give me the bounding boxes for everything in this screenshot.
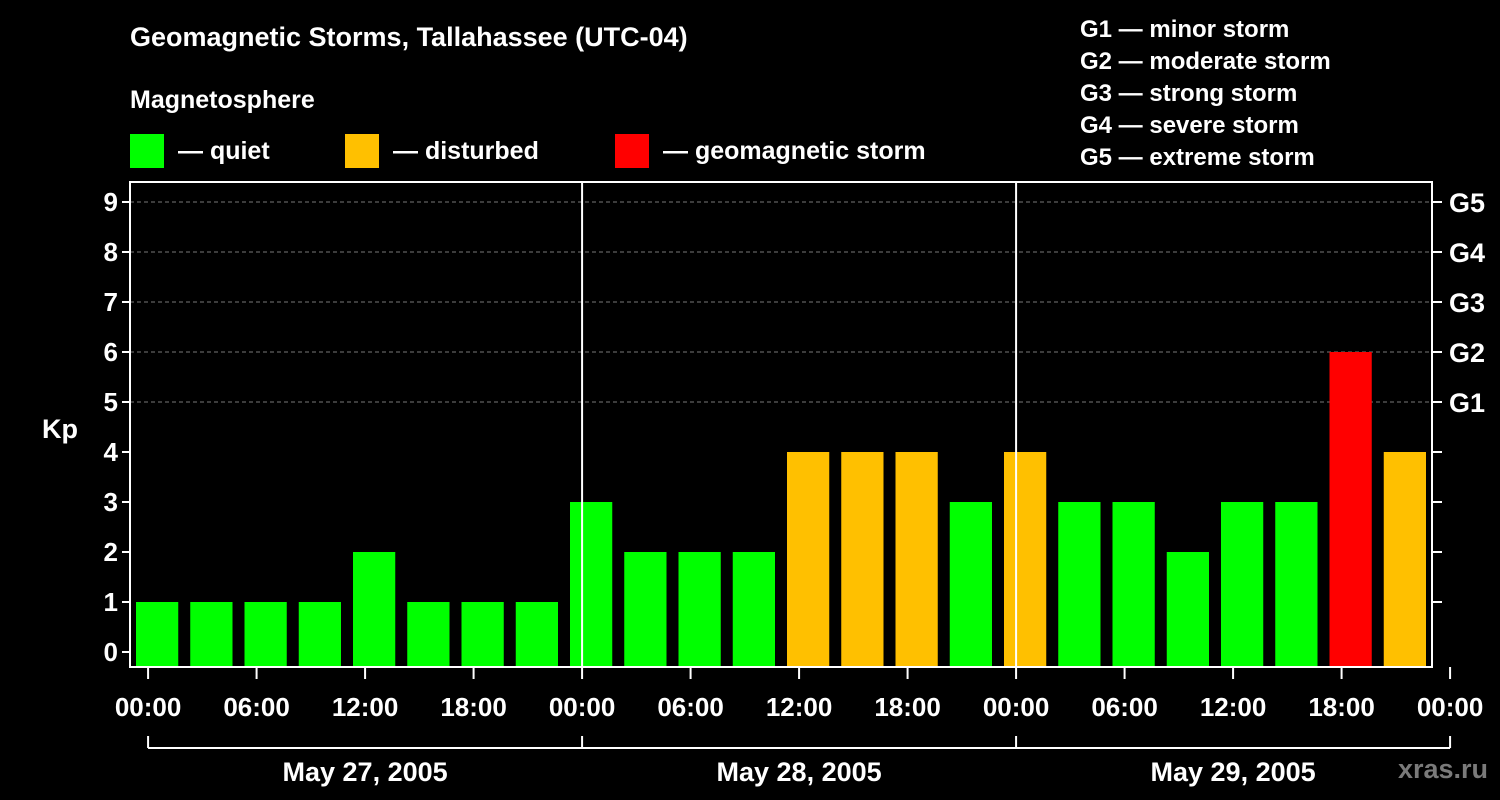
y-tick-label-8: 8 [104, 237, 118, 267]
y-tick-label-6: 6 [104, 337, 118, 367]
storm-level-g1: G1 — minor storm [1080, 16, 1290, 43]
y-tick-label-4: 4 [104, 437, 119, 467]
bar-12 [787, 452, 830, 667]
bar-4 [353, 552, 396, 667]
legend-item-storm: — geomagnetic storm [615, 134, 926, 168]
date-label-0: May 27, 2005 [283, 757, 448, 787]
x-tick-label-7: 18:00 [874, 692, 941, 722]
y-tick-label-0: 0 [104, 637, 118, 667]
x-tick-label-8: 00:00 [983, 692, 1050, 722]
y-tick-label-9: 9 [104, 187, 118, 217]
x-tick-label-3: 18:00 [440, 692, 507, 722]
bar-16 [1004, 452, 1047, 667]
bar-1 [190, 602, 233, 667]
legend-label-storm: — geomagnetic storm [663, 136, 926, 165]
legend-item-quiet: — quiet [130, 134, 270, 168]
x-tick-label-4: 00:00 [549, 692, 616, 722]
bar-18 [1112, 502, 1155, 667]
right-axis-label-g4: G4 [1449, 238, 1485, 268]
chart-subtitle: Magnetosphere [130, 86, 315, 114]
bar-20 [1221, 502, 1264, 667]
plot-frame [129, 181, 1433, 668]
bar-2 [244, 602, 287, 667]
x-tick-label-5: 06:00 [657, 692, 724, 722]
date-label-1: May 28, 2005 [717, 757, 882, 787]
storm-level-g5: G5 — extreme storm [1080, 144, 1315, 171]
right-axis-label-g1: G1 [1449, 388, 1485, 418]
bar-10 [678, 552, 721, 667]
storm-level-g4: G4 — severe storm [1080, 112, 1299, 139]
legend-label-quiet: — quiet [178, 136, 270, 165]
bar-13 [841, 452, 884, 667]
x-tick-label-11: 18:00 [1308, 692, 1375, 722]
date-label-2: May 29, 2005 [1151, 757, 1316, 787]
bar-5 [407, 602, 450, 667]
x-tick-label-12: 00:00 [1417, 692, 1484, 722]
storm-level-legend: G1 — minor storm G2 — moderate storm G3 … [1080, 14, 1331, 174]
x-tick-label-2: 12:00 [332, 692, 399, 722]
bar-17 [1058, 502, 1101, 667]
bar-11 [732, 552, 775, 667]
y-tick-label-3: 3 [104, 487, 118, 517]
bar-14 [895, 452, 938, 667]
x-tick-label-1: 06:00 [223, 692, 290, 722]
legend-label-disturbed: — disturbed [393, 136, 539, 165]
right-axis-label-g5: G5 [1449, 188, 1485, 218]
storm-level-g2: G2 — moderate storm [1080, 48, 1331, 75]
bar-22 [1329, 352, 1372, 667]
y-tick-label-2: 2 [104, 537, 118, 567]
bar-19 [1166, 552, 1209, 667]
y-axis-label: Kp [42, 414, 78, 444]
x-tick-label-6: 12:00 [766, 692, 833, 722]
legend-swatch-storm [615, 134, 649, 168]
bar-6 [461, 602, 504, 667]
y-tick-label-1: 1 [104, 587, 118, 617]
x-tick-label-0: 00:00 [115, 692, 182, 722]
legend-item-disturbed: — disturbed [345, 134, 539, 168]
right-axis-label-g3: G3 [1449, 288, 1485, 318]
y-tick-label-7: 7 [104, 287, 118, 317]
x-tick-label-10: 12:00 [1200, 692, 1267, 722]
bar-3 [298, 602, 341, 667]
bar-15 [949, 502, 992, 667]
bar-9 [624, 552, 667, 667]
bar-23 [1383, 452, 1426, 667]
chart-title: Geomagnetic Storms, Tallahassee (UTC-04) [130, 22, 688, 52]
legend-swatch-disturbed [345, 134, 379, 168]
bar-21 [1275, 502, 1318, 667]
x-tick-label-9: 06:00 [1091, 692, 1158, 722]
bar-8 [570, 502, 613, 667]
y-tick-label-5: 5 [104, 387, 118, 417]
bar-0 [136, 602, 179, 667]
storm-level-g3: G3 — strong storm [1080, 80, 1298, 107]
watermark: xras.ru [1397, 754, 1488, 784]
right-axis-label-g2: G2 [1449, 338, 1485, 368]
legend-swatch-quiet [130, 134, 164, 168]
bar-7 [515, 602, 558, 667]
